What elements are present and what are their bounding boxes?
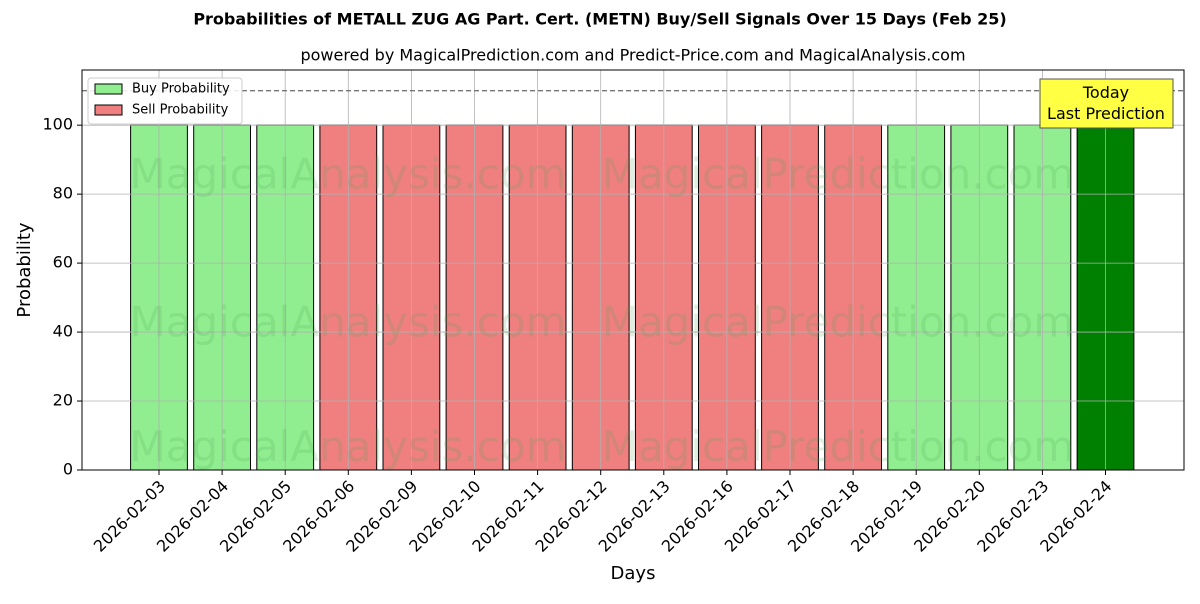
watermark: MagicalPrediction.com xyxy=(602,298,1075,347)
watermark: MagicalPrediction.com xyxy=(602,422,1075,471)
chart-title: Probabilities of METALL ZUG AG Part. Cer… xyxy=(193,10,1006,29)
legend-swatch xyxy=(94,83,123,95)
x-axis-label: Days xyxy=(611,563,656,584)
plot-frame xyxy=(81,69,1185,471)
y-axis-label: Probability xyxy=(14,222,35,317)
y-tick-label: 80 xyxy=(53,184,73,203)
annotation: Today Last Prediction xyxy=(1047,83,1165,123)
y-tick-label: 0 xyxy=(63,460,73,479)
legend-box xyxy=(87,77,243,125)
y-tick-label: 60 xyxy=(53,253,73,272)
legend-label: Buy Probability xyxy=(132,82,230,97)
annotation-box xyxy=(1039,78,1174,129)
watermark: MagicalPrediction.com xyxy=(602,149,1075,198)
chart-subtitle: powered by MagicalPrediction.com and Pre… xyxy=(300,46,965,65)
y-tick-label: 100 xyxy=(42,115,73,134)
y-tick-label: 40 xyxy=(53,322,73,341)
watermark: MagicalAnalysis.com xyxy=(130,422,567,471)
legend-label: Sell Probability xyxy=(132,103,229,118)
legend-swatch xyxy=(94,104,123,116)
y-tick-label: 20 xyxy=(53,391,73,410)
watermark: MagicalAnalysis.com xyxy=(130,149,567,198)
watermark: MagicalAnalysis.com xyxy=(130,298,567,347)
